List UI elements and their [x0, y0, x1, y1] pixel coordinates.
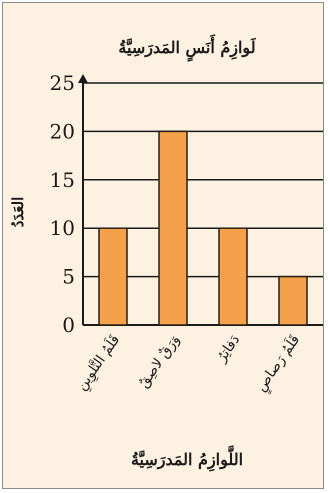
category-label: دَفاتِرُ	[213, 332, 243, 366]
bars	[98, 130, 308, 326]
bar-1	[98, 227, 128, 326]
x-axis-label: اللَّوازِمُ المَدرَسِيَّةُ	[131, 444, 243, 471]
y-tick-label: 10	[50, 216, 75, 240]
category-label: قَلَمُ رَصاصٍ	[252, 331, 307, 396]
y-tick-label: 20	[50, 119, 75, 143]
y-tick-labels: 0 5 10 15 20 25	[50, 71, 75, 337]
y-axis-label: العَدَدُ	[9, 197, 27, 228]
chart-title: لَوازِمُ أَنَسٍ المَدرَسِيَّةُ	[118, 34, 256, 63]
y-tick-label: 0	[62, 313, 75, 337]
y-tick-label: 5	[62, 265, 75, 289]
y-tick-label: 15	[50, 168, 75, 192]
x-category-labels: قَلَمُ التَّلوِينِ وَرَقٌ لاصِقٌ دَفاتِرُ ق…	[73, 331, 307, 396]
chart-panel: لَوازِمُ أَنَسٍ المَدرَسِيَّةُ العَدَدُ …	[2, 2, 324, 489]
bar-2	[158, 130, 188, 326]
bar-4	[278, 275, 308, 326]
y-tick-label: 25	[50, 71, 75, 95]
bar-chart: لَوازِمُ أَنَسٍ المَدرَسِيَّةُ العَدَدُ …	[9, 34, 323, 472]
category-label: قَلَمُ التَّلوِينِ	[73, 331, 125, 394]
category-label: وَرَقٌ لاصِقٌ	[135, 332, 183, 391]
bar-3	[218, 227, 248, 326]
